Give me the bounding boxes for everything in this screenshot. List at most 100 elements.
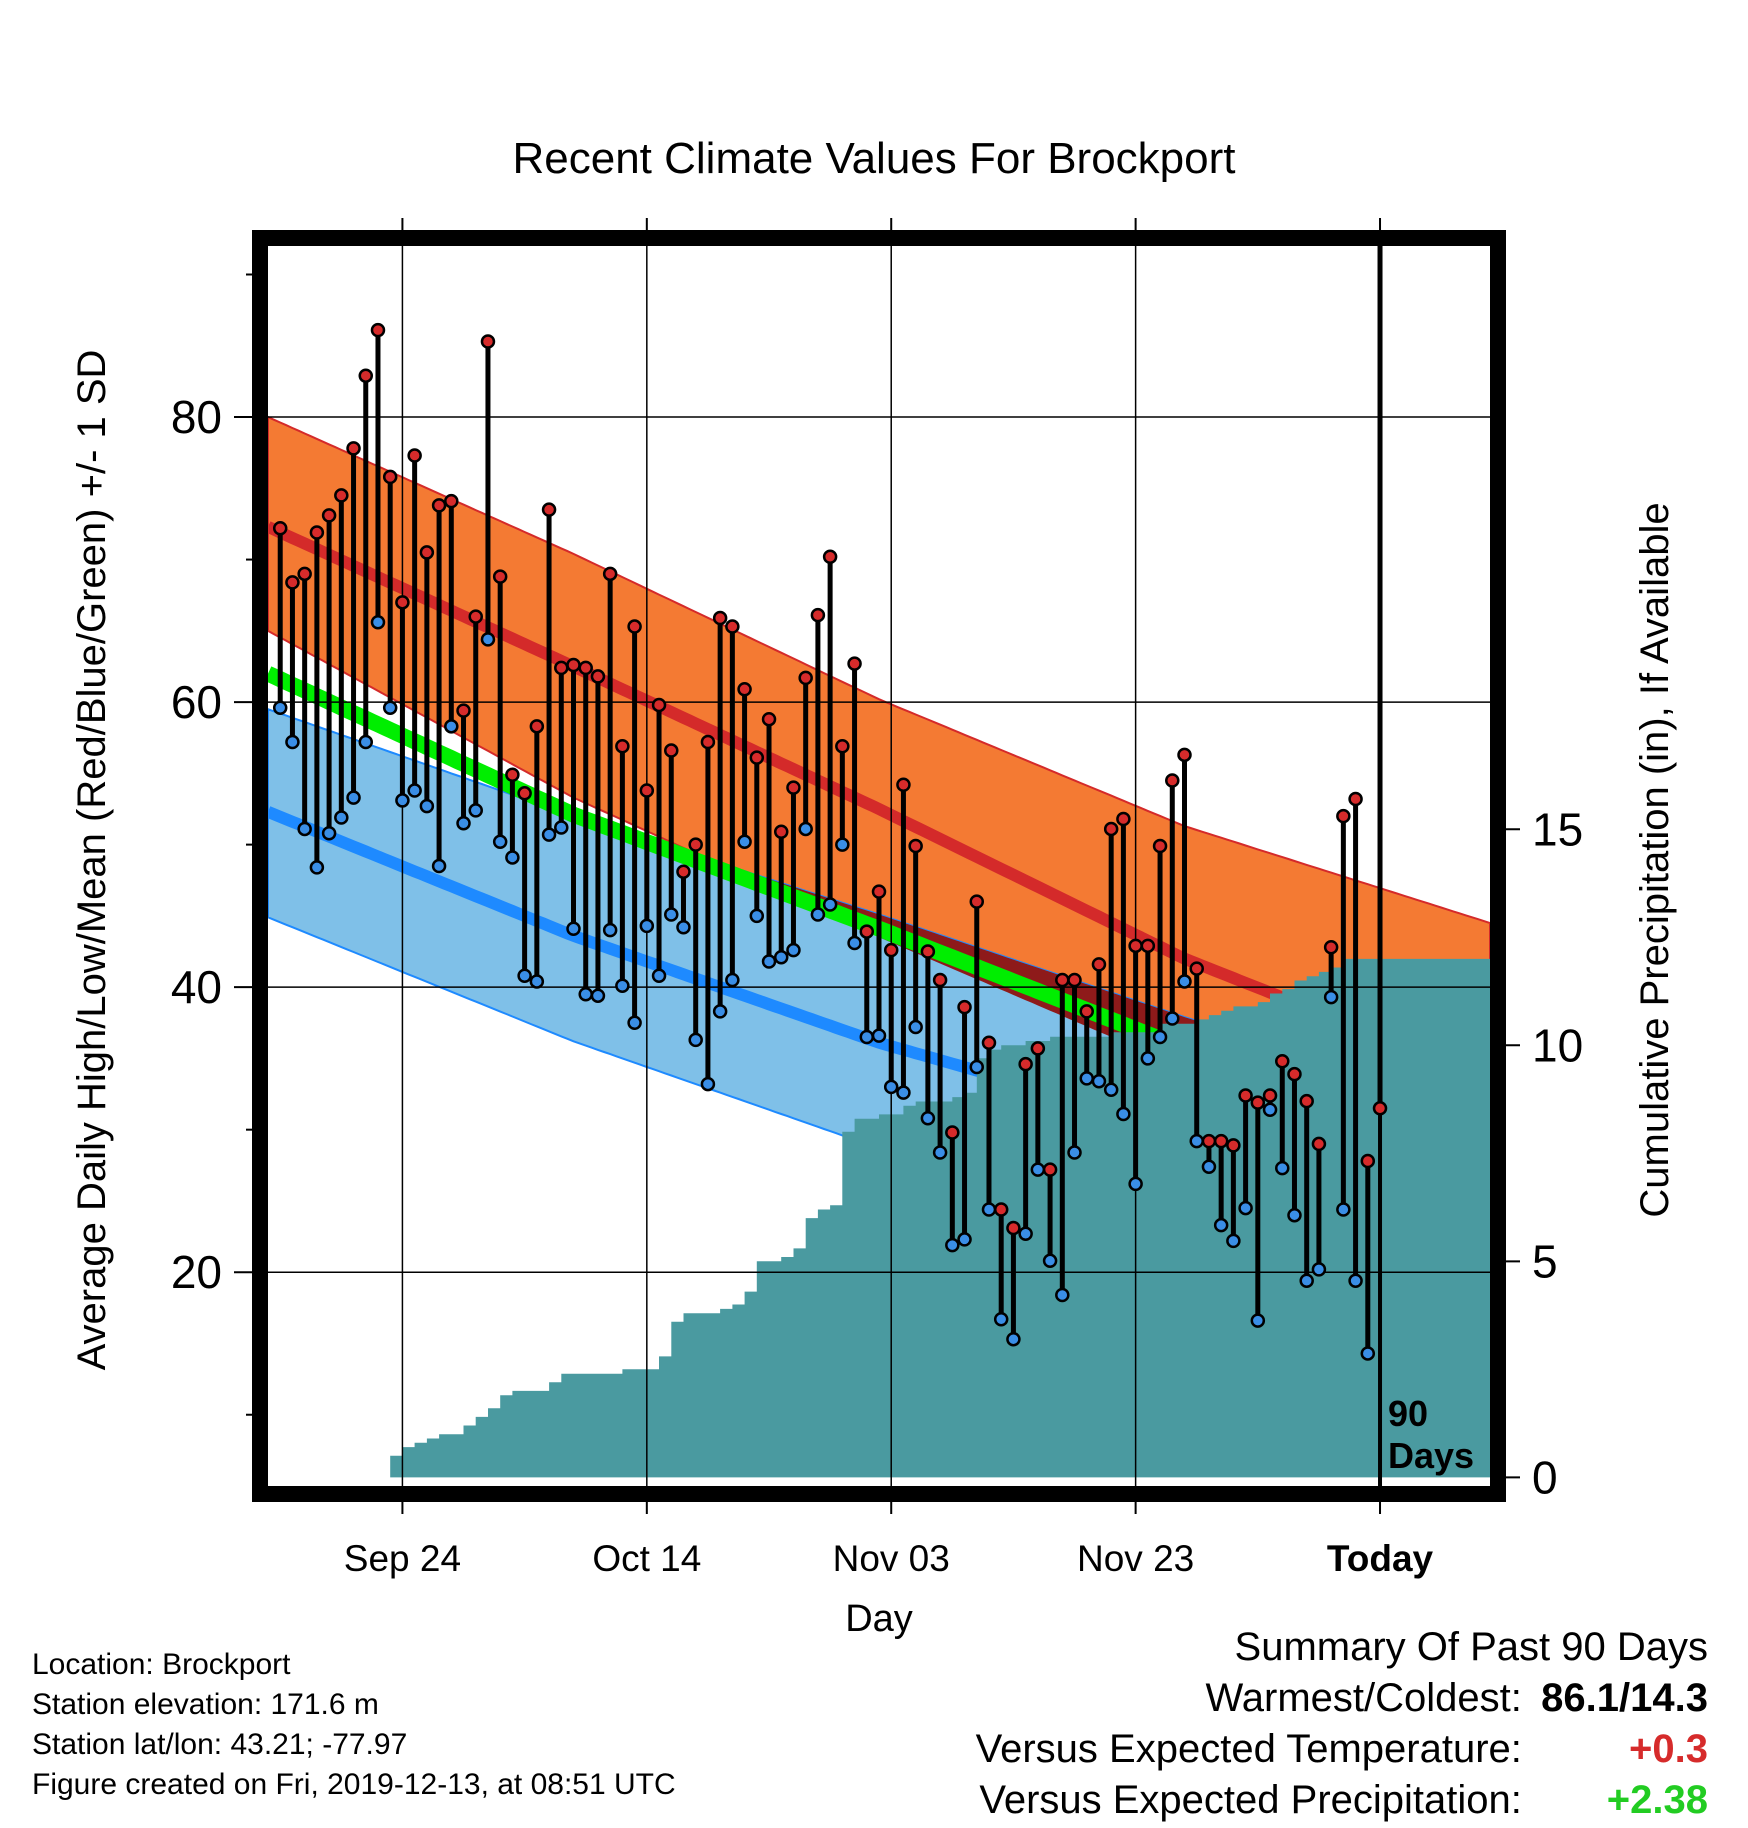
daily-low-point <box>1042 1253 1058 1269</box>
warmest-coldest-label: Warmest/Coldest: <box>1205 1676 1522 1720</box>
daily-high-point <box>407 448 422 463</box>
figure-created: Figure created on Fri, 2019-12-13, at 08… <box>32 1768 676 1801</box>
daily-high-point <box>1177 747 1192 763</box>
daily-low-point <box>1055 1287 1070 1303</box>
daily-low-point <box>444 719 459 734</box>
daily-low-point <box>1323 989 1339 1005</box>
daily-low-point <box>700 1076 716 1092</box>
daily-low-point <box>346 790 361 805</box>
daily-high-point <box>395 595 410 610</box>
daily-low-point <box>1275 1160 1290 1176</box>
daily-high-point <box>480 334 496 349</box>
daily-low-point <box>1287 1207 1302 1223</box>
temp-value: +0.3 <box>1629 1727 1708 1771</box>
daily-low-point <box>1140 1051 1156 1066</box>
daily-low-point <box>590 988 606 1003</box>
daily-high-point <box>346 441 361 456</box>
daily-high-point <box>822 549 838 564</box>
daily-low-point <box>1030 1162 1046 1177</box>
x-axis-tick-label: Nov 03 <box>833 1538 950 1579</box>
daily-high-point <box>1103 821 1119 837</box>
daily-high-point <box>1323 939 1339 955</box>
daily-low-point <box>798 821 813 837</box>
daily-high-point <box>786 780 801 795</box>
daily-low-point <box>896 1085 911 1100</box>
daily-low-point <box>883 1079 899 1095</box>
daily-low-point <box>1299 1273 1314 1289</box>
daily-low-point <box>651 968 667 983</box>
daily-low-point <box>1079 1071 1094 1086</box>
daily-high-point <box>1018 1056 1033 1072</box>
daily-high-point <box>627 619 642 634</box>
daily-low-point <box>1201 1159 1217 1174</box>
daily-high-point <box>554 660 569 676</box>
left-axis-tick-label: 60 <box>171 676 222 728</box>
daily-low-point <box>1067 1145 1082 1160</box>
station-elevation: Station elevation: 171.6 m <box>32 1688 379 1721</box>
daily-low-point <box>505 850 520 865</box>
daily-high-point <box>945 1125 960 1140</box>
x-axis-tick-label: Today <box>1327 1538 1434 1579</box>
daily-high-point <box>810 607 826 623</box>
daily-high-point <box>737 682 752 697</box>
daily-high-point <box>1311 1136 1327 1152</box>
daily-high-point <box>1128 938 1143 954</box>
summary-temp: Versus Expected Temperature: +0.3 <box>976 1724 1708 1775</box>
daily-high-point <box>835 739 850 754</box>
daily-low-point <box>810 907 826 922</box>
daily-high-point <box>1348 791 1363 807</box>
daily-high-point <box>1238 1088 1253 1103</box>
daily-low-point <box>541 827 557 842</box>
daily-high-point <box>419 545 435 560</box>
daily-high-point <box>272 520 288 536</box>
daily-high-point <box>664 743 679 758</box>
daily-high-point <box>578 660 593 676</box>
daily-low-point <box>737 834 752 850</box>
daily-low-point <box>835 837 850 852</box>
left-axis-tick-label: 80 <box>171 391 222 443</box>
daily-high-point <box>370 322 386 338</box>
daily-low-point <box>639 918 655 934</box>
today-marker-label: 90 <box>1388 1393 1428 1434</box>
summary-panel: Summary Of Past 90 Days Warmest/Coldest:… <box>976 1622 1708 1826</box>
daily-low-point <box>1226 1233 1241 1249</box>
daily-high-point <box>700 734 716 750</box>
daily-high-point <box>1140 938 1156 954</box>
daily-high-point <box>1360 1153 1376 1169</box>
daily-low-point <box>957 1232 972 1247</box>
daily-high-point <box>1079 1004 1094 1019</box>
x-axis-tick-label: Oct 14 <box>592 1538 701 1579</box>
daily-low-point <box>419 798 435 814</box>
daily-low-point <box>517 968 532 983</box>
daily-high-point <box>969 894 985 909</box>
daily-low-point <box>932 1145 948 1160</box>
daily-low-point <box>871 1028 887 1043</box>
daily-high-point <box>1165 773 1180 788</box>
x-axis-tick-label: Nov 23 <box>1077 1538 1194 1579</box>
daily-low-point <box>321 825 337 841</box>
daily-low-point <box>334 810 349 825</box>
daily-high-point <box>896 777 911 793</box>
daily-high-point <box>688 837 703 852</box>
left-axis-tick-label: 20 <box>171 1246 222 1298</box>
daily-low-point <box>529 974 545 989</box>
daily-high-point <box>1213 1133 1229 1149</box>
daily-high-point <box>993 1202 1009 1217</box>
daily-low-point <box>786 942 801 958</box>
daily-low-point <box>993 1311 1009 1327</box>
right-axis-tick-label: 10 <box>1532 1019 1583 1071</box>
daily-low-point <box>1336 1202 1351 1217</box>
daily-low-point <box>1262 1102 1278 1117</box>
daily-high-point <box>798 670 813 686</box>
daily-high-point <box>871 884 887 899</box>
daily-high-point <box>1055 972 1070 988</box>
daily-high-point <box>1189 961 1204 976</box>
daily-low-point <box>969 1059 985 1075</box>
daily-low-point <box>358 734 374 750</box>
daily-low-point <box>1152 1029 1168 1045</box>
daily-low-point <box>309 860 325 875</box>
daily-high-point <box>358 368 374 383</box>
daily-high-point <box>651 697 667 713</box>
station-location: Location: Brockport <box>32 1648 291 1681</box>
daily-high-point <box>712 610 728 626</box>
